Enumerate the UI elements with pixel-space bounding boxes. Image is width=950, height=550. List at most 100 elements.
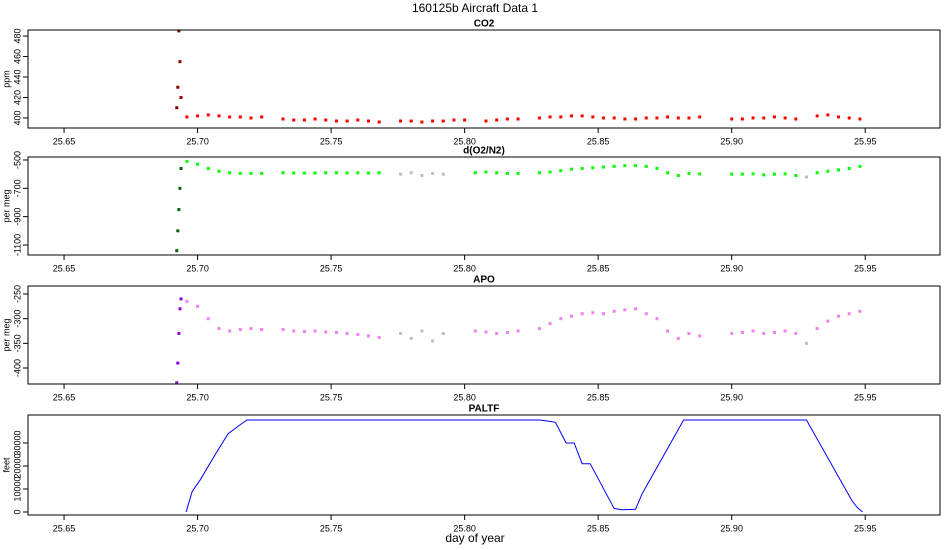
data-point — [176, 361, 180, 365]
data-point — [175, 249, 179, 253]
y-tick-label: -250 — [12, 285, 22, 303]
data-point — [249, 171, 253, 175]
data-point — [623, 308, 627, 312]
panel-frame — [27, 156, 941, 256]
data-point — [292, 118, 296, 122]
data-point — [676, 174, 680, 178]
data-point — [815, 114, 819, 118]
data-point — [495, 118, 499, 122]
data-point — [847, 166, 851, 170]
data-point — [196, 162, 200, 166]
data-point — [175, 106, 179, 110]
data-point — [826, 319, 830, 323]
data-point — [324, 118, 328, 122]
data-point — [178, 307, 182, 311]
y-tick-label: 30000 — [12, 430, 22, 455]
data-point — [794, 174, 798, 178]
data-point — [206, 317, 210, 321]
data-point — [217, 114, 221, 118]
data-point — [473, 329, 477, 333]
data-point — [730, 117, 734, 121]
data-point — [826, 113, 830, 117]
data-point — [580, 114, 584, 118]
data-point — [473, 171, 477, 175]
x-tick-label: 25.75 — [320, 136, 343, 146]
y-axis-label: per meg — [1, 318, 11, 351]
data-point — [858, 117, 862, 121]
data-point — [591, 166, 595, 170]
data-point — [175, 381, 179, 385]
data-point — [804, 341, 808, 345]
data-point — [612, 164, 616, 168]
data-point — [548, 115, 552, 119]
data-point — [177, 29, 181, 33]
data-point — [740, 330, 744, 334]
data-point — [249, 116, 253, 120]
data-point — [548, 322, 552, 326]
data-point — [569, 167, 573, 171]
data-point — [794, 331, 798, 335]
x-axis-label: day of year — [445, 531, 504, 545]
x-tick-label: 25.95 — [854, 136, 877, 146]
x-tick-label: 25.95 — [854, 523, 877, 533]
data-point — [698, 115, 702, 119]
x-tick-label: 25.75 — [320, 263, 343, 273]
data-point — [178, 60, 182, 64]
data-point — [548, 170, 552, 174]
x-tick-label: 25.90 — [720, 263, 743, 273]
data-point — [399, 331, 403, 335]
panel-title: APO — [473, 275, 495, 286]
data-point — [334, 330, 338, 334]
data-point — [623, 117, 627, 121]
data-point — [441, 172, 445, 176]
data-point — [505, 171, 509, 175]
data-point — [580, 312, 584, 316]
data-point — [179, 297, 183, 301]
x-tick-label: 25.70 — [186, 263, 209, 273]
panel-frame — [27, 29, 941, 129]
data-point — [249, 327, 253, 331]
x-tick-label: 25.85 — [587, 392, 610, 402]
data-point — [612, 116, 616, 120]
y-tick-label: 400 — [12, 110, 22, 125]
panel-frame — [27, 285, 941, 385]
data-point — [185, 159, 189, 163]
data-point — [772, 330, 776, 334]
panel-frame — [27, 414, 941, 516]
x-tick-label: 25.90 — [720, 136, 743, 146]
data-point — [495, 171, 499, 175]
x-tick-label: 25.65 — [53, 392, 76, 402]
data-point — [377, 171, 381, 175]
data-point — [179, 95, 183, 99]
data-point — [377, 120, 381, 124]
data-point — [238, 328, 242, 332]
data-point — [217, 327, 221, 331]
chart-title: 160125b Aircraft Data 1 — [412, 1, 538, 15]
data-point — [837, 115, 841, 119]
data-point — [176, 229, 180, 233]
data-point — [751, 116, 755, 120]
data-point — [815, 171, 819, 175]
data-point — [356, 118, 360, 122]
data-point — [730, 172, 734, 176]
x-tick-label: 25.70 — [186, 523, 209, 533]
data-point — [687, 171, 691, 175]
data-point — [505, 330, 509, 334]
data-point — [196, 114, 200, 118]
data-point — [484, 119, 488, 123]
data-point — [762, 173, 766, 177]
data-point — [644, 312, 648, 316]
data-point — [302, 118, 306, 122]
y-tick-label: -300 — [12, 310, 22, 328]
data-point — [313, 171, 317, 175]
data-point — [602, 116, 606, 120]
y-axis-label: feet — [1, 457, 11, 473]
data-point — [431, 171, 435, 175]
data-point — [602, 312, 606, 316]
data-point — [177, 331, 181, 335]
data-point — [847, 116, 851, 120]
data-point — [858, 164, 862, 168]
y-tick-label: 20000 — [12, 453, 22, 478]
data-point — [591, 115, 595, 119]
data-point — [751, 172, 755, 176]
